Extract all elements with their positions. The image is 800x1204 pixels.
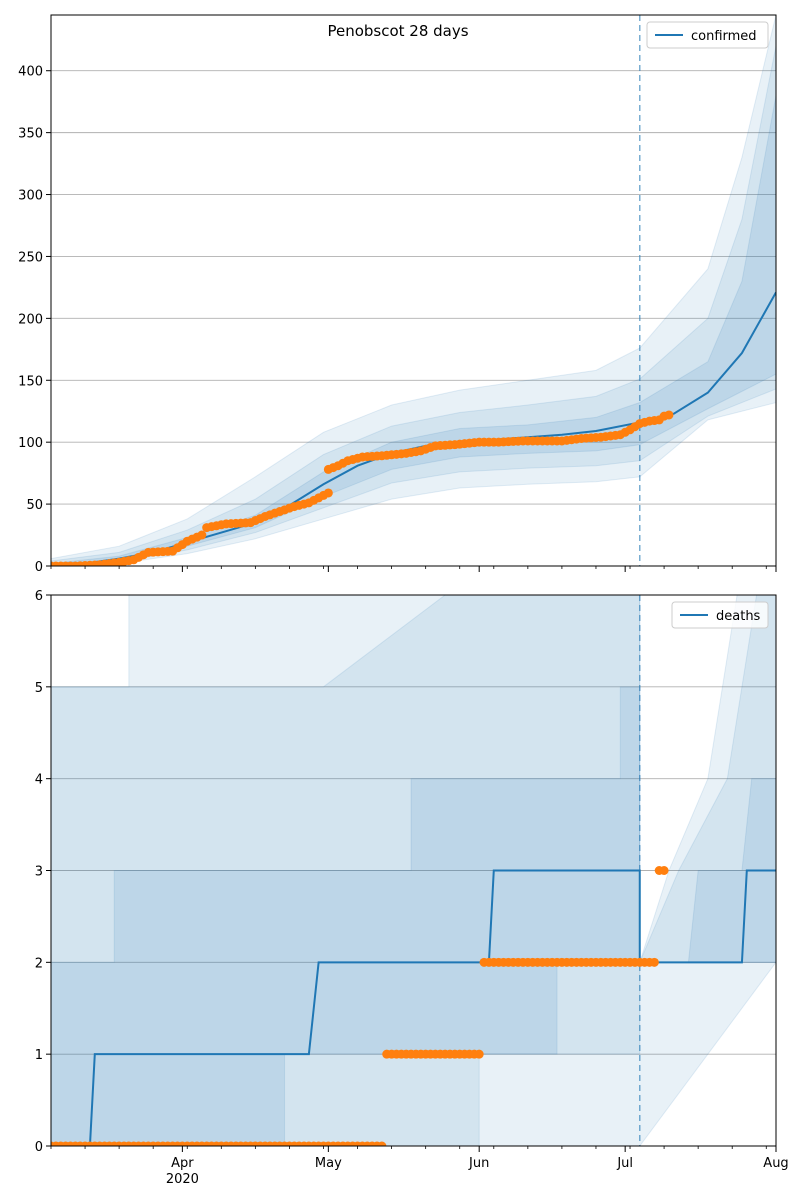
legend-box [646, 21, 769, 49]
chart-title: Penobscot 28 days [327, 22, 468, 40]
y-tick-label: 350 [18, 127, 43, 142]
legend: confirmed [646, 21, 769, 49]
y-tick-label: 300 [18, 189, 43, 204]
y-tick-label: 100 [18, 436, 43, 451]
legend-label: deaths [716, 609, 761, 624]
y-tick-label: 150 [18, 374, 43, 389]
observed-point [649, 957, 659, 967]
y-tick-label: 400 [18, 65, 43, 80]
x-tick-label: Jun [468, 1156, 489, 1171]
y-tick-label: 3 [35, 865, 43, 880]
y-tick-label: 0 [35, 560, 43, 575]
y-tick-label: 0 [35, 1140, 43, 1155]
x-tick-label: Apr [171, 1156, 194, 1171]
y-tick-label: 6 [35, 589, 43, 604]
legend-label: confirmed [691, 29, 757, 44]
y-tick-label: 250 [18, 250, 43, 265]
legend-box [671, 601, 769, 629]
series-line-deaths [51, 869, 776, 1146]
observed-point [659, 866, 669, 875]
y-tick-label: 200 [18, 312, 43, 327]
observed-point [377, 1141, 387, 1146]
uncertainty-band-outer [51, 15, 776, 566]
observed-point [664, 410, 674, 420]
x-tick-label: Aug [763, 1156, 788, 1171]
uncertainty-band-middle [51, 595, 776, 1146]
axes-frame [50, 14, 777, 567]
observed-point [474, 1049, 484, 1059]
y-tick-label: 4 [35, 773, 43, 788]
observed-point [197, 530, 207, 540]
x-tick-label: May [315, 1156, 342, 1171]
x-tick-label: Jul [616, 1156, 633, 1171]
y-tick-label: 1 [35, 1048, 43, 1063]
y-tick-label: 2 [35, 956, 43, 971]
uncertainty-band-outer [51, 595, 776, 1146]
legend: deaths [671, 601, 769, 629]
y-tick-label: 5 [35, 681, 43, 696]
observed-point [323, 488, 333, 498]
confirmed-panel: 0 50 100 150 200 250 300 350 400 confirmed [18, 14, 777, 575]
x-tick-sublabel: 2020 [166, 1172, 199, 1187]
y-tick-label: 50 [26, 498, 43, 513]
